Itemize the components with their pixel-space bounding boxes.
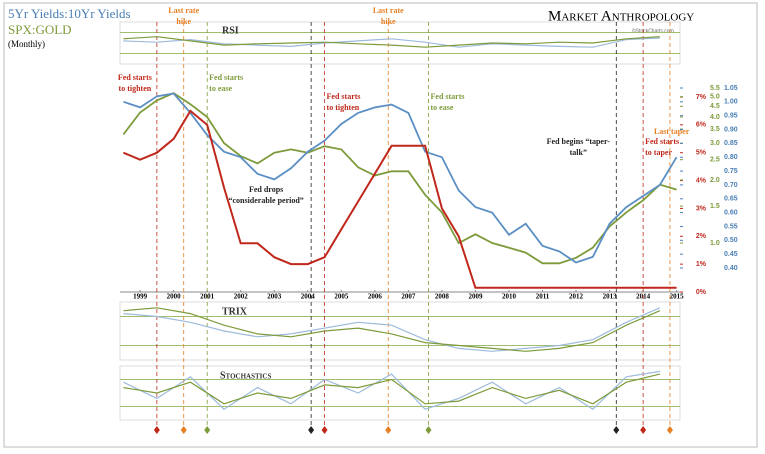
yticks-label: 5% xyxy=(696,150,707,157)
x-tick-label: 2002 xyxy=(234,293,249,301)
event-label: talk” xyxy=(570,148,587,157)
yticks-label: 4% xyxy=(696,177,707,184)
y2ticks-label: 0.95 xyxy=(724,113,738,120)
event-label: hike xyxy=(381,17,396,26)
subtitle: (Monthly) xyxy=(8,39,45,49)
x-tick-label: 2012 xyxy=(569,293,584,301)
brand: Market Anthropology xyxy=(548,8,694,24)
y3ticks-label: 4.0 xyxy=(710,114,720,121)
y3ticks-label: 1.0 xyxy=(710,240,720,247)
event-marker xyxy=(153,426,160,434)
event-label: hike xyxy=(176,17,191,26)
series-line xyxy=(123,109,677,289)
y3ticks-label: 2.5 xyxy=(710,157,720,164)
event-label: Fed drops xyxy=(249,185,283,194)
y2ticks-label: 0.65 xyxy=(724,196,738,203)
series-line xyxy=(122,92,677,265)
event-label: Fed begins “taper- xyxy=(547,137,611,146)
event-marker xyxy=(640,426,647,434)
y2ticks-label: 0.80 xyxy=(724,154,738,161)
y3ticks-label: 4.5 xyxy=(710,103,720,110)
event-marker xyxy=(613,426,620,434)
y2ticks-label: 0.55 xyxy=(724,223,738,230)
panel-title: TRIX xyxy=(222,306,248,317)
event-label: Fed starts xyxy=(118,73,152,82)
event-marker xyxy=(666,426,673,434)
title-blue: 5Yr Yields:10Yr Yields xyxy=(8,6,131,21)
x-tick-label: 2007 xyxy=(401,293,416,301)
source: ©StockCharts.com xyxy=(632,27,674,34)
event-label: Fed starts xyxy=(209,73,243,82)
y2ticks-label: 0.85 xyxy=(724,140,738,147)
event-label: to tighten xyxy=(327,103,360,112)
panel-title: Stochastics xyxy=(220,370,271,381)
event-label: Fed starts xyxy=(327,92,361,101)
yticks-label: 2% xyxy=(696,233,707,240)
event-label: Last taper xyxy=(654,127,690,136)
y2ticks-label: 0.40 xyxy=(724,265,738,272)
x-tick-label: 2004 xyxy=(301,293,316,301)
y3ticks-label: 2.0 xyxy=(710,177,720,184)
event-marker xyxy=(204,426,211,434)
series-line xyxy=(123,92,678,264)
event-label: Fed starts xyxy=(431,92,465,101)
yticks-label: 1% xyxy=(696,261,707,268)
panel-line xyxy=(123,307,661,352)
y2ticks-label: 0.60 xyxy=(724,209,738,216)
panel-line xyxy=(123,37,660,48)
event-marker xyxy=(308,426,315,434)
title-green: SPX:GOLD xyxy=(8,22,72,37)
yticks-label: 6% xyxy=(696,122,707,129)
event-marker xyxy=(180,426,187,434)
panel-frame xyxy=(119,21,681,65)
y2ticks-label: 0.75 xyxy=(724,168,738,175)
panel-frame xyxy=(119,301,681,361)
panel-frame xyxy=(119,365,681,421)
event-label: to tighten xyxy=(119,84,152,93)
panel-line xyxy=(123,36,660,48)
y2ticks-label: 0.90 xyxy=(724,126,738,133)
x-tick-label: 2000 xyxy=(167,293,182,301)
x-tick-label: 2005 xyxy=(334,293,349,301)
y3ticks-label: 5.0 xyxy=(710,94,720,101)
event-label: Fed starts xyxy=(645,137,679,146)
x-tick-label: 2015 xyxy=(670,293,685,301)
y2ticks-label: 0.45 xyxy=(724,251,738,258)
event-marker xyxy=(321,426,328,434)
x-tick-label: 2013 xyxy=(603,293,618,301)
x-tick-label: 2008 xyxy=(435,293,450,301)
y2ticks-label: 1.05 xyxy=(724,85,738,92)
yticks-label: 7% xyxy=(696,94,707,101)
event-marker xyxy=(385,426,392,434)
panel-title: RSI xyxy=(222,25,239,36)
event-label: to ease xyxy=(431,103,454,112)
y2ticks-label: 0.70 xyxy=(724,182,738,189)
panel-line xyxy=(123,307,661,352)
y2ticks-label: 0.50 xyxy=(724,237,738,244)
event-label: Last rate xyxy=(373,6,404,15)
panel-line xyxy=(123,373,661,405)
y3ticks-label: 3.0 xyxy=(710,140,720,147)
y3ticks-label: 5.5 xyxy=(710,85,720,92)
y2ticks-label: 1.00 xyxy=(724,99,738,106)
event-label: to taper xyxy=(645,148,672,157)
frame xyxy=(3,2,758,448)
x-tick-label: 2003 xyxy=(267,293,282,301)
y3ticks-label: 3.5 xyxy=(710,126,720,133)
x-tick-label: 1999 xyxy=(133,293,148,301)
event-label: Last rate xyxy=(168,6,199,15)
y3ticks-label: 1.5 xyxy=(710,203,720,210)
yticks-label: 3% xyxy=(696,205,707,212)
yticks-label: 0% xyxy=(696,289,707,296)
event-label: to ease xyxy=(209,84,232,93)
x-tick-label: 2011 xyxy=(536,293,550,301)
event-label: “considerable period” xyxy=(228,196,303,205)
event-marker xyxy=(425,426,432,434)
x-tick-label: 2006 xyxy=(368,293,383,301)
x-tick-label: 2009 xyxy=(468,293,483,301)
x-tick-label: 2010 xyxy=(502,293,517,301)
